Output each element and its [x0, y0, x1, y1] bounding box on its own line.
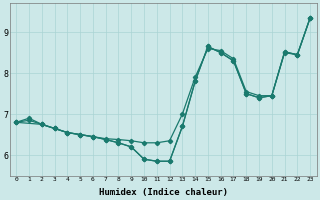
X-axis label: Humidex (Indice chaleur): Humidex (Indice chaleur): [99, 188, 228, 197]
